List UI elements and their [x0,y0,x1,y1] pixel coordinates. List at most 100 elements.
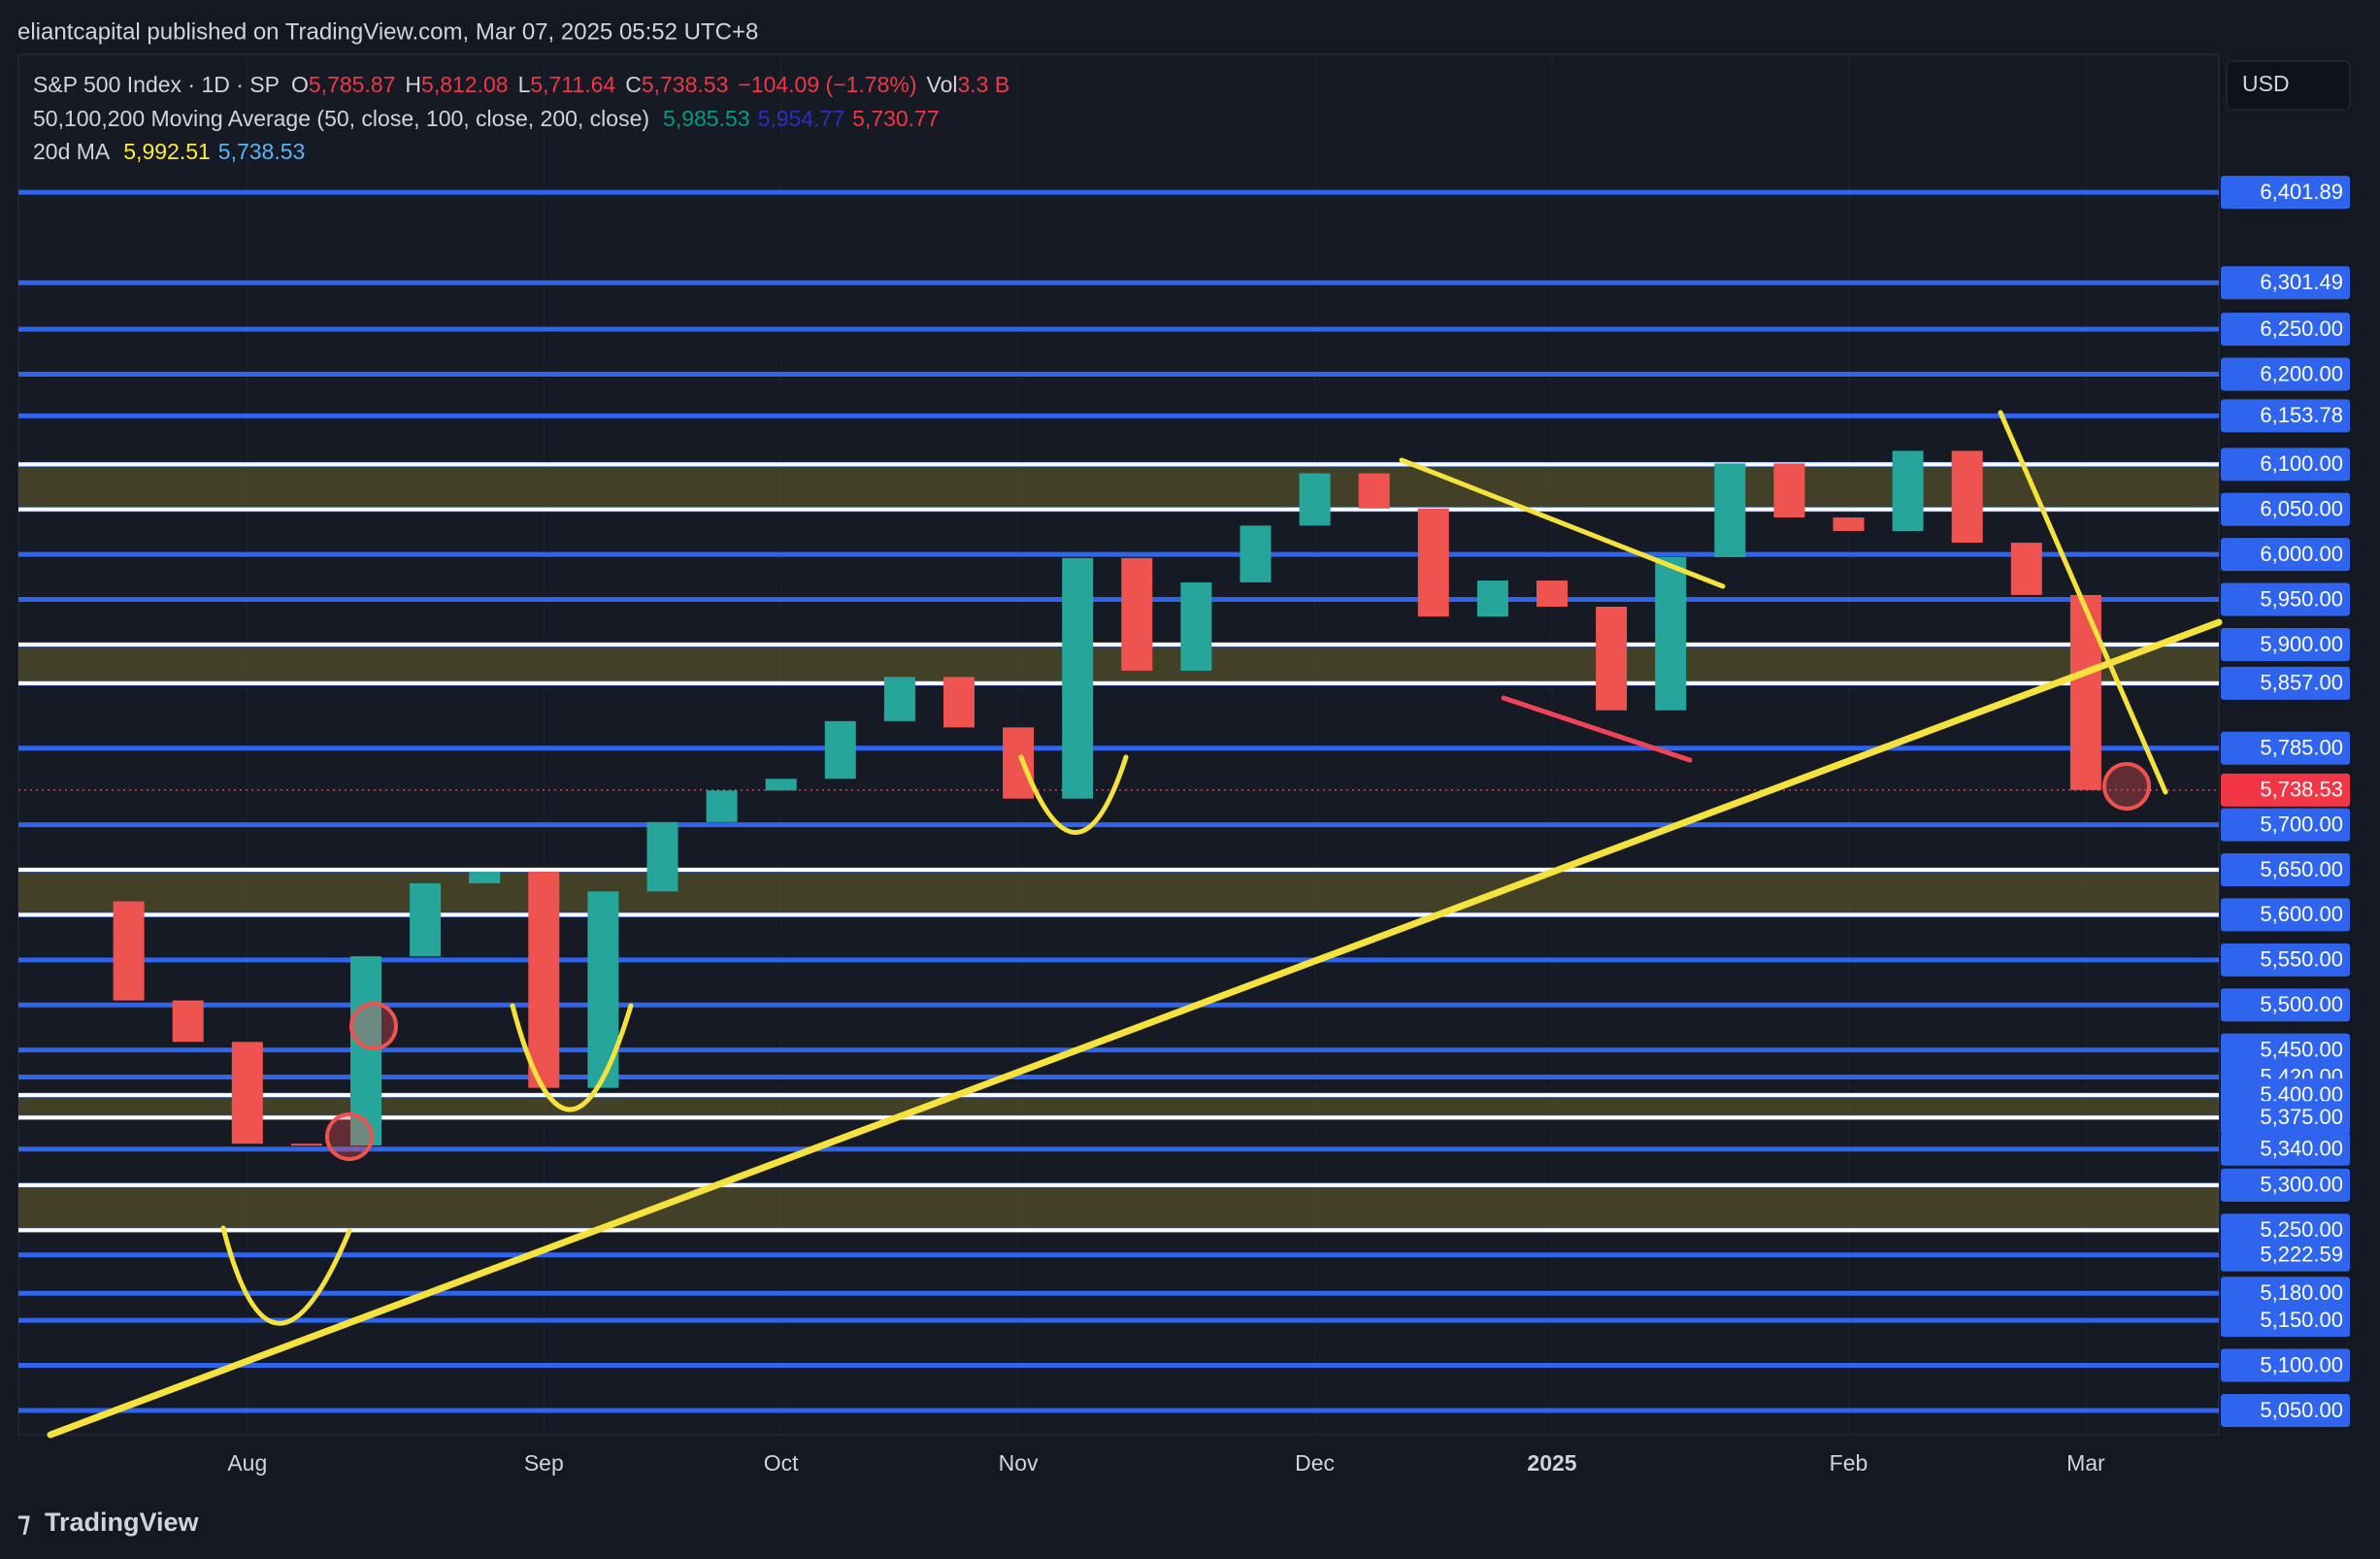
candle-body [1537,580,1568,607]
y-tick-label: 5,250.00 [2260,1217,2343,1242]
y-tick-label: 5,950.00 [2260,586,2343,611]
y-tick-box [2221,988,2350,1022]
marker-circle [2102,762,2151,811]
cup [1018,754,1129,835]
candle-body [2010,543,2042,595]
publisher: eliantcapital published on TradingView.c… [17,18,758,45]
candle-body [1062,557,1094,799]
y-tick-label: 6,100.00 [2260,451,2343,476]
x-tick-label: Dec [1295,1450,1335,1476]
y-tick-box [2221,853,2350,887]
last-price-label: 5,738.53 [2260,778,2343,802]
ma-name: 50,100,200 Moving Average (50, close, 10… [33,106,649,131]
ma20-value: 5,738.53 [218,139,306,164]
x-tick-label: Sep [524,1450,564,1476]
candle-body [1714,463,1746,557]
ma-value: 5,985.53 [663,106,750,131]
y-tick-label: 6,050.00 [2260,497,2343,521]
y-tick-box [2221,666,2350,700]
candle-body [410,882,442,957]
zone [18,464,2219,510]
y-tick-label: 5,700.00 [2260,812,2343,836]
y-tick-box [2221,448,2350,481]
y-tick-label: 6,000.00 [2260,542,2343,566]
y-tick-label: 5,500.00 [2260,992,2343,1016]
resistance-line [1399,457,1726,589]
levels [18,189,2219,1413]
candle-body [1240,525,1272,582]
vol-label: Vol [927,72,958,97]
y-tick-box [2221,1132,2350,1166]
y-tick-label: 5,050.00 [2260,1398,2343,1422]
support-line [1501,695,1693,763]
brand-logo: ⁊ [17,1508,30,1537]
candle-body [1417,508,1449,617]
y-tick-label: 6,153.78 [2260,403,2343,427]
y-tick-box [2221,492,2350,526]
candle-body [172,1000,204,1043]
y-tick-box [2221,176,2350,210]
zone [18,644,2219,683]
falling-line [1998,410,2168,795]
time-axis: Aug Sep Oct Nov Dec 2025 Feb Mar [227,1450,2105,1476]
y-tick-label: 5,180.00 [2260,1280,2343,1305]
candle-body [1003,727,1035,799]
candle-body [1180,581,1212,671]
y-tick-label: 5,600.00 [2260,902,2343,926]
o-label: O [291,72,309,97]
zones [18,464,2219,1231]
candle-body [1476,580,1508,617]
y-tick-box [2221,399,2350,433]
candle-body [943,677,975,728]
marker-circle [349,1002,398,1050]
y-tick-label: 6,401.89 [2260,180,2343,204]
y-tick-label: 6,250.00 [2260,316,2343,341]
zone [18,870,2219,915]
brand: TradingView [45,1508,200,1537]
close: 5,738.53 [642,72,729,97]
open: 5,785.87 [309,72,396,97]
cup [220,1225,352,1326]
ma-value: 5,730.77 [852,106,940,131]
trend-line [47,618,2223,1439]
y-tick-box [2221,313,2350,347]
candle-body [1358,473,1390,509]
low: 5,711.64 [530,72,615,97]
cup [510,1003,634,1112]
y-tick-label: 5,785.00 [2260,736,2343,760]
y-tick-label: 5,650.00 [2260,857,2343,881]
y-tick-box [2221,538,2350,572]
y-tick-label: 5,300.00 [2260,1173,2343,1197]
marker-circle [325,1112,374,1161]
y-tick-box [2221,1393,2350,1427]
y-tick-label: 5,857.00 [2260,671,2343,695]
currency-button[interactable] [2226,60,2351,111]
candle-body [646,821,678,892]
y-tick-label: 5,550.00 [2260,947,2343,972]
y-tick-box [2221,1348,2350,1382]
candle-body [1596,606,1628,711]
y-tick-label: 6,301.49 [2260,270,2343,294]
x-tick-label: Mar [2066,1450,2105,1476]
candle-body [1655,556,1687,711]
candle-body [1773,463,1805,518]
candle-body [1299,473,1331,526]
y-tick-label: 5,900.00 [2260,632,2343,656]
candle-body [231,1042,263,1144]
candle-body [883,677,915,721]
y-tick-box [2221,1277,2350,1310]
y-tick-box [2221,1033,2350,1067]
y-tick-box [2221,1101,2350,1135]
volume: 3.3 B [957,72,1009,97]
c-label: C [625,72,642,97]
y-tick-label: 6,200.00 [2260,361,2343,385]
x-tick-label: Nov [999,1450,1039,1476]
y-tick-box [2221,898,2350,932]
x-tick-label: Aug [227,1450,267,1476]
candle-body [469,871,501,883]
candle-body [1121,557,1153,671]
last-price-box [2221,773,2350,807]
y-tick-box [2221,582,2350,616]
y-tick-box [2221,808,2350,842]
